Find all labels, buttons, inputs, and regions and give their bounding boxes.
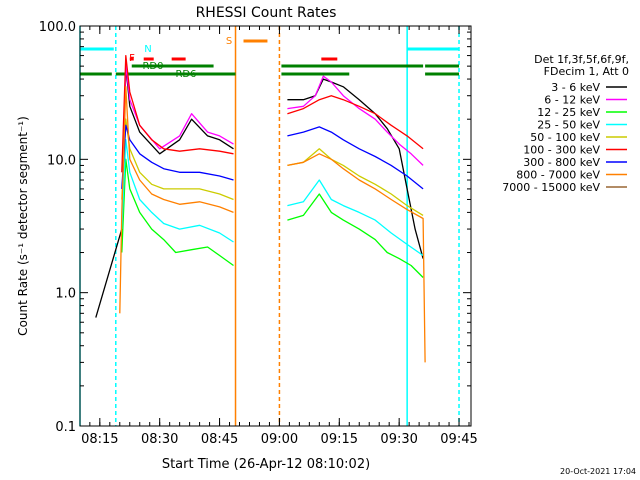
legend-header-line: FDecim 1, Att 0 [544, 65, 629, 78]
y-axis-label: Count Rate (s⁻¹ detector segment⁻¹) [16, 116, 30, 336]
series-line-25-50-kev [121, 139, 234, 243]
flag-label-s: S [226, 36, 232, 47]
y-tick-label: 1.0 [55, 287, 76, 302]
x-tick-label: 09:15 [321, 432, 358, 447]
series-line-6-12-kev [287, 75, 424, 166]
plot-frame [79, 25, 472, 427]
y-axis: 0.1 1.0 10.0 100.0 [39, 20, 471, 435]
x-tick-label: 09:30 [380, 432, 417, 447]
legend-entry-label: 6 - 12 keV [544, 94, 600, 107]
x-tick-label: 09:00 [261, 432, 298, 447]
flag-label-rd6: RD6 [175, 69, 196, 80]
data-layer: NF RD0 RD6 S [79, 26, 460, 426]
legend-entry-label: 50 - 100 keV [530, 131, 600, 144]
legend-header-line: Det 1f,3f,5f,6f,9f, [534, 53, 629, 66]
x-tick-label: 09:45 [440, 432, 477, 447]
x-tick-label: 08:45 [201, 432, 238, 447]
timestamp: 20-Oct-2021 17:04 [560, 467, 636, 476]
series-line-100-300-kev [121, 54, 234, 173]
x-axis: 08:15 08:30 08:45 09:00 09:15 09:30 09:45 [81, 26, 478, 447]
flag-label-n: N [144, 44, 151, 55]
chart-title: RHESSI Count Rates [196, 5, 337, 21]
legend-entry-label: 12 - 25 keV [537, 106, 600, 119]
series-line-12-25-kev [121, 158, 234, 267]
series-line-25-50-kev [287, 179, 424, 257]
series-line-800-7000-kev [119, 86, 234, 314]
flag-label-rd0: RD0 [142, 61, 163, 72]
legend-entry-label: 7000 - 15000 keV [502, 181, 600, 194]
legend-entry-label: 800 - 7000 keV [516, 169, 600, 182]
series-line-6-12-kev [121, 63, 234, 230]
y-tick-label: 10.0 [47, 153, 76, 168]
flag-label-f: F [129, 53, 135, 64]
series-line-50-100-kev [287, 148, 424, 216]
x-tick-label: 08:15 [81, 432, 118, 447]
series-line-12-25-kev [287, 193, 424, 278]
x-axis-label: Start Time (26-Apr-12 08:10:02) [162, 457, 370, 472]
legend-entry-label: 3 - 6 keV [551, 81, 600, 94]
x-tick-label: 08:30 [141, 432, 178, 447]
legend: Det 1f,3f,5f,6f,9f,FDecim 1, Att 0 3 - 6 … [502, 53, 629, 194]
y-tick-label: 0.1 [55, 420, 76, 435]
series-line-800-7000-kev [287, 153, 426, 363]
series-line-100-300-kev [287, 95, 424, 150]
legend-entry-label: 100 - 300 keV [523, 144, 600, 157]
legend-entry-label: 300 - 800 keV [523, 156, 600, 169]
y-tick-label: 100.0 [39, 20, 76, 35]
legend-entry-label: 25 - 50 keV [537, 119, 600, 132]
series-line-300-800-kev [287, 126, 424, 190]
